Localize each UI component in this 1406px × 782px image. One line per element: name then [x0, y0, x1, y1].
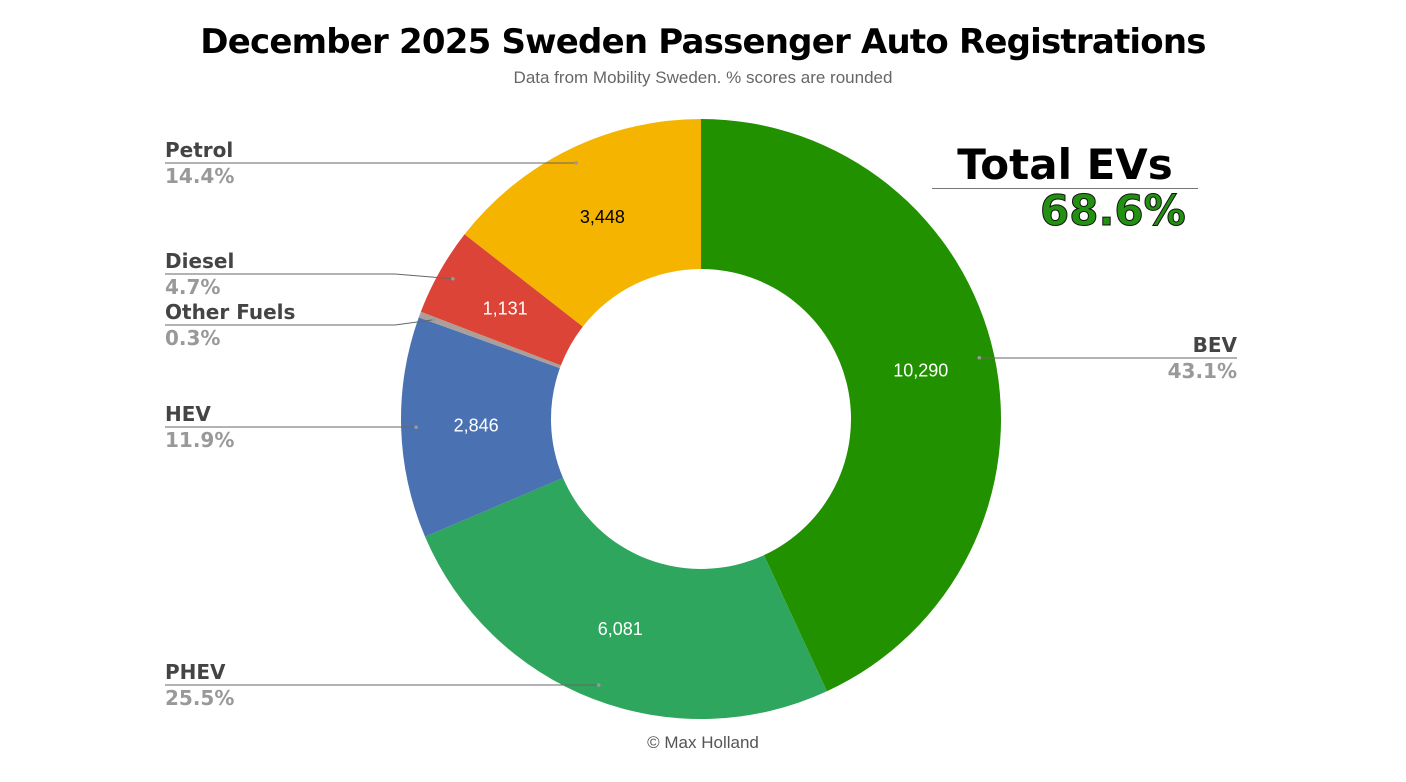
percent-label-hev: 11.9%	[165, 428, 234, 452]
leader-dot-petrol	[574, 161, 578, 165]
slice-other-fuels	[418, 311, 561, 369]
slice-hev	[400, 317, 564, 537]
leader-dot-phev	[596, 683, 601, 687]
percent-label-other-fuels: 0.3%	[165, 326, 220, 350]
category-label-petrol: Petrol	[165, 138, 233, 162]
category-label-hev: HEV	[165, 402, 211, 426]
value-label-bev: 10,290	[893, 361, 948, 381]
percent-label-petrol: 14.4%	[165, 164, 234, 188]
category-label-phev: PHEV	[165, 660, 226, 684]
credit: © Max Holland	[647, 733, 759, 752]
leader-dot-other-fuels	[432, 317, 436, 322]
percent-label-bev: 43.1%	[1168, 359, 1237, 383]
total-evs-value: 68.6%	[1040, 186, 1187, 236]
category-label-bev: BEV	[1193, 333, 1238, 357]
value-label-petrol: 3,448	[580, 207, 625, 227]
total-evs-title: Total EVs	[957, 140, 1173, 189]
percent-label-diesel: 4.7%	[165, 275, 220, 299]
leader-line-diesel	[165, 273, 453, 280]
total-evs-divider	[932, 188, 1198, 189]
value-label-diesel: 1,131	[483, 298, 528, 318]
category-label-other-fuels: Other Fuels	[165, 300, 295, 324]
leader-line-other-fuels	[165, 319, 434, 326]
leader-dot-diesel	[451, 276, 455, 281]
slice-bev	[701, 119, 1002, 692]
value-label-hev: 2,846	[454, 415, 499, 435]
slice-petrol	[464, 119, 701, 327]
chart-subtitle: Data from Mobility Sweden. % scores are …	[513, 68, 893, 87]
slice-diesel	[420, 234, 583, 366]
category-label-diesel: Diesel	[165, 249, 234, 273]
leader-dot-bev	[977, 355, 982, 360]
slice-phev	[425, 477, 827, 719]
percent-label-phev: 25.5%	[165, 686, 234, 710]
leader-dot-hev	[414, 425, 418, 429]
chart-title: December 2025 Sweden Passenger Auto Regi…	[200, 22, 1206, 62]
value-label-phev: 6,081	[598, 619, 643, 639]
